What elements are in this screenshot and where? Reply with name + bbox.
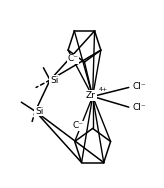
Text: C⁻: C⁻ <box>72 121 83 130</box>
Text: Cl⁻: Cl⁻ <box>133 103 146 112</box>
Text: Cl⁻: Cl⁻ <box>133 82 146 91</box>
Text: Si: Si <box>50 76 58 85</box>
Text: Si: Si <box>35 107 44 116</box>
Text: 4+: 4+ <box>99 87 108 92</box>
Text: C⁻: C⁻ <box>67 54 79 63</box>
Text: Zr: Zr <box>86 91 96 100</box>
